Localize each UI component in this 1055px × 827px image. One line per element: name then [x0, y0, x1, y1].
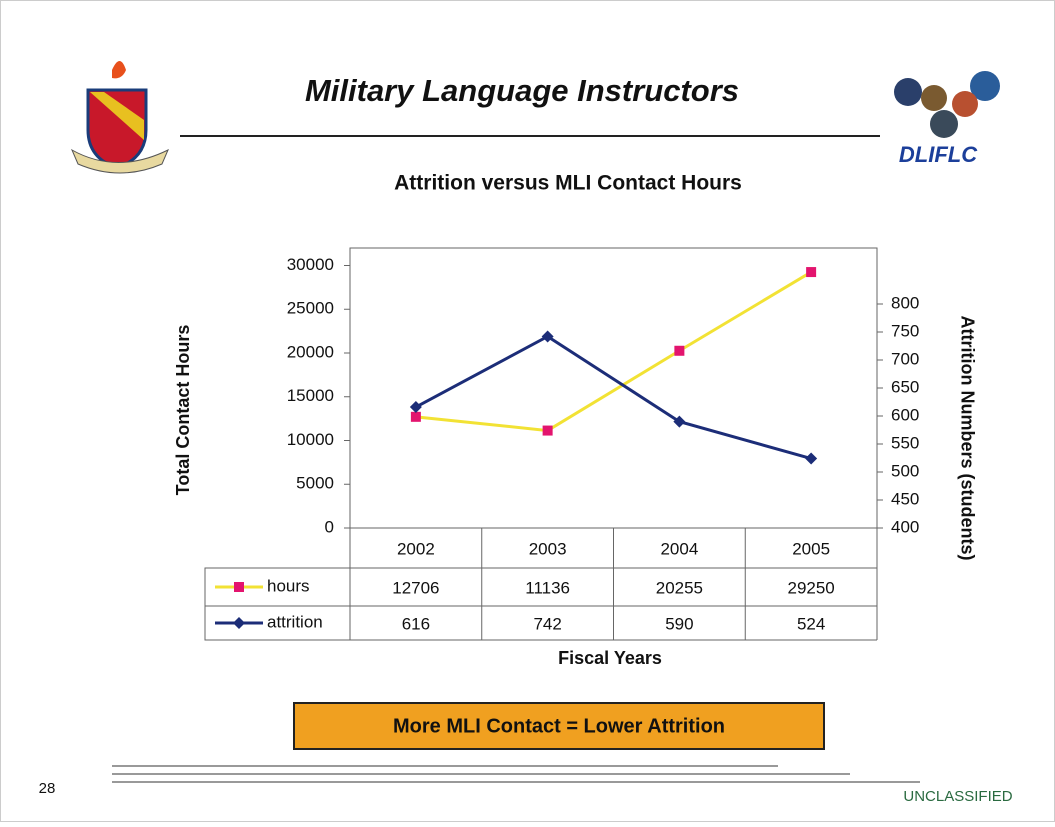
y-tick-label: 5000	[296, 474, 334, 493]
table-value: 590	[665, 614, 693, 633]
y2-axis-label: Attrition Numbers (students)	[957, 316, 977, 561]
data-point	[806, 267, 817, 278]
crest-logo	[70, 61, 169, 174]
legend-label: attrition	[267, 612, 323, 631]
table-value: 616	[402, 614, 430, 633]
y-tick-label: 15000	[287, 386, 334, 405]
slide-title: Military Language Instructors	[305, 73, 739, 108]
y2-tick-label: 500	[891, 461, 919, 480]
data-point	[542, 425, 553, 436]
table-value: 12706	[392, 578, 439, 597]
data-point	[541, 330, 554, 343]
y2-tick-label: 450	[891, 489, 919, 508]
legend-label: hours	[267, 576, 310, 595]
callout-box	[293, 702, 825, 750]
chart: 0 5000 10000 15000 20000 25000 30000 400 450 500 5…	[173, 255, 978, 668]
y-tick-label: 25000	[287, 299, 334, 318]
data-point	[410, 411, 421, 422]
x-tick-label: 2002	[397, 539, 435, 558]
data-point	[674, 345, 685, 356]
y-tick-label: 10000	[287, 430, 334, 449]
y-tick-label: 20000	[287, 342, 334, 361]
y2-tick-label: 800	[891, 293, 919, 312]
y-axis-label: Total Contact Hours	[173, 325, 193, 496]
x-tick-label: 2005	[792, 539, 830, 558]
y-tick-label: 30000	[287, 255, 334, 274]
data-point	[805, 452, 818, 465]
classification: UNCLASSIFIED	[903, 788, 1012, 805]
table-value: 29250	[787, 578, 834, 597]
y2-tick-label: 400	[891, 517, 919, 536]
legend-marker	[234, 582, 244, 592]
y2-tick-label: 600	[891, 405, 919, 424]
series-line	[415, 270, 812, 433]
series-line	[415, 334, 812, 461]
chart-title: Attrition versus MLI Contact Hours	[394, 172, 742, 195]
y2-tick-label: 550	[891, 433, 919, 452]
y-tick-label: 0	[325, 517, 334, 536]
seal-logo	[894, 71, 1000, 138]
callout-text: More MLI Contact = Lower Attrition	[393, 715, 725, 737]
x-tick-label: 2003	[529, 539, 567, 558]
table-value: 20255	[656, 578, 703, 597]
table-value: 11136	[525, 578, 570, 597]
table-value: 742	[533, 614, 561, 633]
x-tick-label: 2004	[660, 539, 698, 558]
legend-marker	[233, 617, 245, 629]
y2-tick-label: 700	[891, 349, 919, 368]
logo-text: DLIFLC	[899, 142, 978, 167]
page-number: 28	[39, 780, 56, 797]
table-value: 524	[797, 614, 825, 633]
data-point	[673, 415, 686, 428]
y2-tick-label: 650	[891, 377, 919, 396]
data-point	[409, 401, 422, 414]
y2-tick-label: 750	[891, 321, 919, 340]
x-axis-label: Fiscal Years	[558, 648, 662, 668]
